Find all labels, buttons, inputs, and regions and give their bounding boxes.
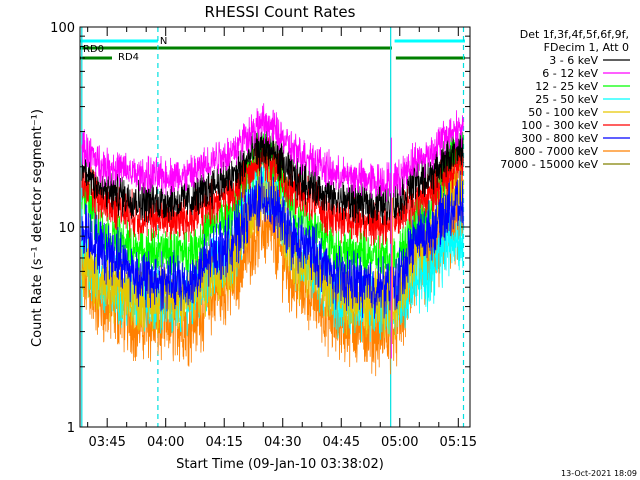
state-bands: N RD0 RD4 [80,36,465,63]
series-line-3-6keV [81,128,464,225]
x-tick-label: 04:00 [147,435,184,450]
legend-header: FDecim 1, Att 0 [544,41,629,54]
chart-title: RHESSI Count Rates [205,3,356,21]
night-marker-label: N [160,36,167,47]
x-tick-label: 05:00 [381,435,418,450]
axes: 1 10 100 03:45 04:00 04:15 04:30 04:45 05:00 05:1… [50,21,477,450]
rd0-label: RD0 [83,44,104,55]
series-line-6-12keV [81,103,464,202]
legend-label: 25 - 50 keV [535,93,598,106]
x-tick-label: 04:45 [323,435,360,450]
series-line-300-800keV [81,166,464,319]
y-tick-label: 10 [58,221,75,236]
legend-label: 800 - 7000 keV [514,145,598,158]
y-tick-label: 1 [67,421,75,436]
legend-label: 100 - 300 keV [521,119,598,132]
legend-label: 3 - 6 keV [549,54,598,67]
x-tick-label: 05:15 [440,435,477,450]
legend: Det 1f,3f,4f,5f,6f,9f,FDecim 1, Att 03 -… [500,28,630,171]
rd4-label: RD4 [118,52,139,63]
footer-date: 13-Oct-2021 18:09 [561,469,637,478]
y-axis-label: Count Rate (s⁻¹ detector segment⁻¹) [30,109,45,347]
legend-label: 6 - 12 keV [542,67,598,80]
series-layer [81,103,464,377]
x-axis-label: Start Time (09-Jan-10 03:38:02) [176,457,384,472]
legend-label: 12 - 25 keV [535,80,598,93]
x-tick-label: 04:15 [205,435,242,450]
legend-label: 300 - 800 keV [521,132,598,145]
x-tick-label: 03:45 [88,435,125,450]
legend-header: Det 1f,3f,4f,5f,6f,9f, [520,28,629,41]
legend-label: 7000 - 15000 keV [500,158,598,171]
legend-label: 50 - 100 keV [528,106,598,119]
x-tick-label: 04:30 [264,435,301,450]
y-tick-label: 100 [50,21,75,36]
